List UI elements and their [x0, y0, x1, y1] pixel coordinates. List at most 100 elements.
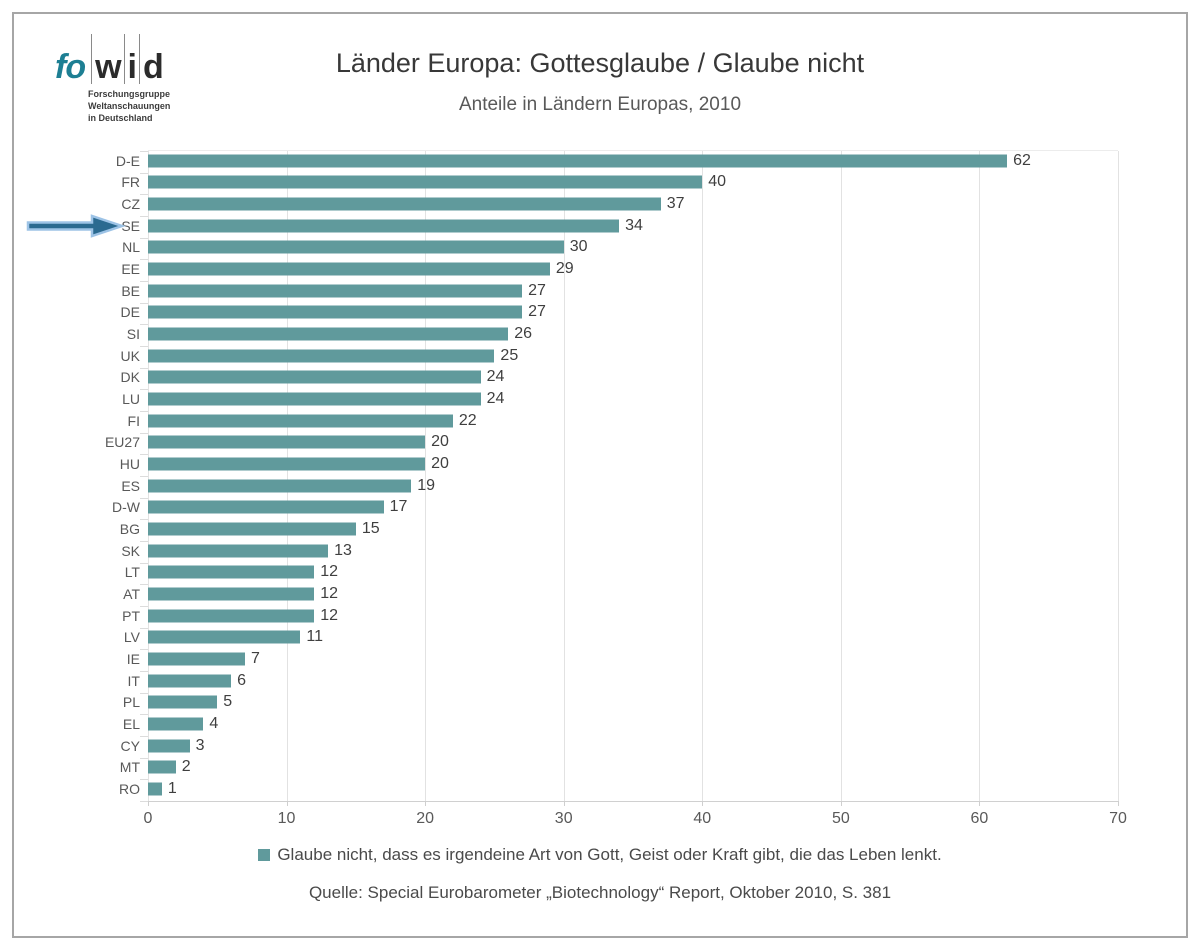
- bar-track: 6: [148, 670, 1118, 692]
- value-label: 30: [569, 238, 588, 256]
- bar-row: IT 6: [0, 670, 1200, 692]
- highlight-arrow-shape: [26, 214, 126, 238]
- bar-row: HU 20: [0, 453, 1200, 475]
- bar-track: 30: [148, 237, 1118, 259]
- value-label: 25: [500, 346, 519, 364]
- bar-track: 37: [148, 193, 1118, 215]
- bar-row: CZ 37: [0, 193, 1200, 215]
- bar-row: AT 12: [0, 583, 1200, 605]
- bar: [148, 652, 245, 666]
- highlight-arrow-icon: [26, 214, 126, 238]
- logo-subtitle: Forschungsgruppe Weltanschauungen in Deu…: [88, 88, 170, 124]
- bar: [148, 435, 426, 449]
- bar: [148, 544, 329, 558]
- value-label: 27: [528, 303, 546, 321]
- y-tick-mark: [140, 454, 148, 456]
- x-axis-labels: 0 10 20 30 40 50 60 70: [0, 810, 1200, 834]
- value-label: 5: [223, 693, 233, 711]
- bar-track: 40: [148, 172, 1118, 194]
- value-label: 4: [209, 714, 219, 732]
- plot-area: [140, 150, 1119, 806]
- bar: [148, 197, 661, 211]
- gridline: [286, 151, 288, 801]
- category-label: SI: [126, 326, 140, 343]
- bar: [148, 674, 232, 688]
- bar: [148, 154, 1008, 168]
- y-tick-mark: [140, 259, 148, 261]
- y-tick-mark: [140, 216, 148, 217]
- bar-row: RO 1: [0, 778, 1200, 800]
- bar-row: EU27 20: [0, 432, 1200, 454]
- logo-i: i: [127, 48, 138, 86]
- bar: [148, 522, 356, 536]
- x-tick-label: 0: [143, 810, 153, 827]
- bar-track: 34: [148, 215, 1118, 237]
- category-label: EU27: [104, 434, 140, 451]
- bar: [148, 695, 218, 709]
- bar-track: 20: [148, 453, 1118, 475]
- category-label: BG: [119, 520, 140, 537]
- bar: [148, 262, 550, 276]
- bar-row: LT 12: [0, 561, 1200, 583]
- bar-row: IE 7: [0, 648, 1200, 670]
- gridline: [702, 151, 704, 801]
- bar-row: SI 26: [0, 323, 1200, 345]
- bar-track: 2: [148, 756, 1118, 778]
- bar-row: D-W 17: [0, 497, 1200, 519]
- gridline: [148, 151, 149, 801]
- logo-subtitle-line: Forschungsgruppe: [88, 89, 171, 99]
- y-tick-mark: [140, 476, 148, 477]
- x-tick-mark: [286, 801, 288, 806]
- category-label: FR: [121, 174, 140, 191]
- y-tick-mark: [140, 714, 148, 716]
- value-label: 12: [320, 563, 339, 581]
- bar-row: MT 2: [0, 756, 1200, 778]
- bar: [148, 479, 412, 493]
- category-label: LU: [122, 391, 140, 408]
- bar-row: LU 24: [0, 388, 1200, 410]
- category-label: SK: [121, 542, 140, 559]
- value-label: 29: [555, 260, 574, 278]
- bar-track: 1: [148, 778, 1118, 800]
- category-label: PL: [122, 694, 140, 711]
- x-tick-mark: [563, 801, 565, 806]
- x-tick-mark: [979, 801, 981, 806]
- y-tick-mark: [140, 757, 148, 759]
- logo-separator: [91, 34, 93, 84]
- bar-track: 3: [148, 735, 1118, 757]
- x-tick-label: 40: [693, 810, 712, 827]
- fowid-logo: fo w i d Forschungsgruppe Weltanschauung…: [55, 34, 170, 124]
- x-tick-label: 60: [970, 810, 989, 827]
- bar-track: 17: [148, 497, 1118, 519]
- category-label: HU: [119, 456, 140, 473]
- bar: [148, 760, 176, 774]
- bar-track: 19: [148, 475, 1118, 497]
- bar-track: 27: [148, 302, 1118, 324]
- logo-subtitle-line: in Deutschland: [88, 113, 153, 124]
- y-tick-mark: [140, 562, 148, 564]
- value-label: 3: [195, 736, 205, 754]
- legend-swatch: [258, 849, 271, 861]
- value-label: 6: [237, 671, 247, 689]
- y-tick-mark: [140, 736, 148, 737]
- chart-subtitle: Anteile in Ländern Europas, 2010: [458, 94, 742, 115]
- bar-row: BE 27: [0, 280, 1200, 302]
- chart-title: Länder Europa: Gottesglaube / Glaube nic…: [335, 48, 865, 78]
- bar: [148, 457, 426, 471]
- bar-track: 29: [148, 258, 1118, 280]
- bar-row: D-E 62: [0, 150, 1200, 172]
- bar-track: 12: [148, 561, 1118, 583]
- bar: [148, 609, 315, 623]
- category-label: IE: [126, 650, 140, 667]
- bar: [148, 414, 453, 428]
- bar: [148, 782, 162, 796]
- bar-track: 7: [148, 648, 1118, 670]
- y-tick-mark: [140, 541, 148, 542]
- bar-row: EE 29: [0, 258, 1200, 280]
- y-tick-mark: [140, 172, 148, 174]
- value-label: 62: [1013, 151, 1031, 169]
- y-tick-mark: [140, 584, 148, 586]
- category-label: PT: [122, 607, 140, 624]
- logo-d: d: [143, 48, 164, 86]
- value-label: 12: [320, 606, 339, 624]
